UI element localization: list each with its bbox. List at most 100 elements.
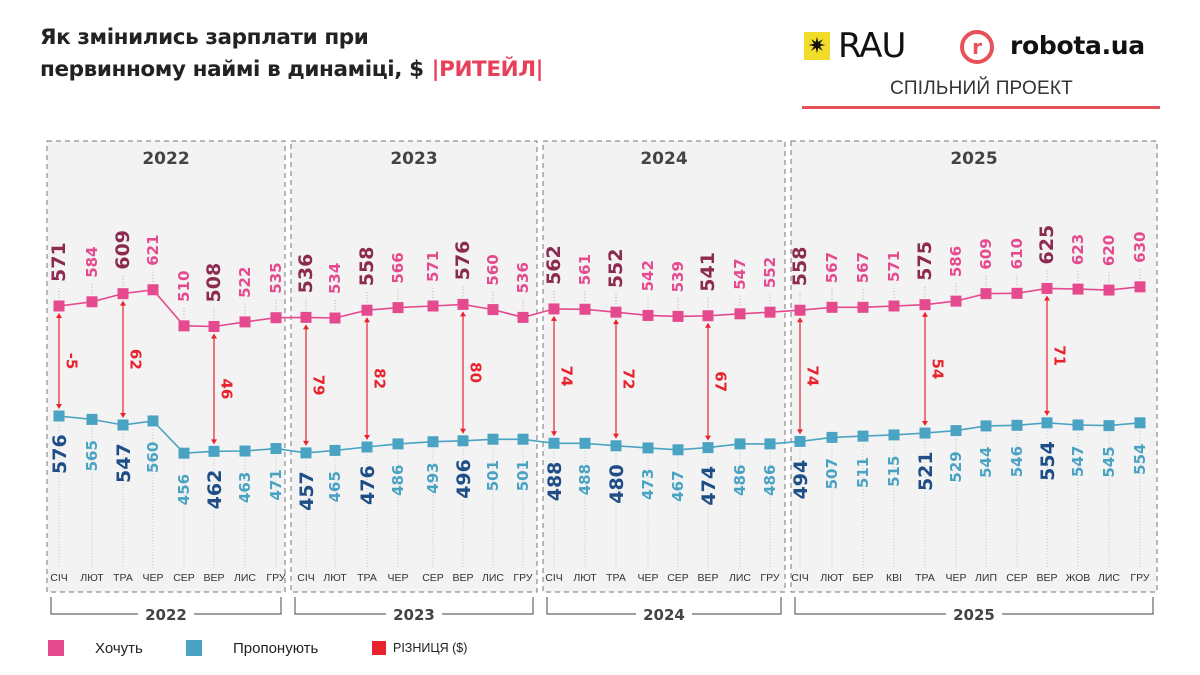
month-tick-label: ЛИС: [482, 572, 504, 584]
legend-item-difference: РІЗНИЦЯ ($): [372, 638, 467, 658]
offer-value-label: 463: [236, 472, 254, 503]
robota-logo-icon: r: [960, 30, 994, 64]
arrow-head-down: [551, 431, 557, 437]
offer-point: [117, 419, 129, 431]
arrow-head-up: [460, 311, 466, 317]
difference-label: 71: [1051, 345, 1069, 366]
difference-label: 62: [127, 349, 145, 370]
offer-value-label: 501: [514, 460, 532, 491]
want-value-label: 552: [761, 257, 779, 288]
want-point: [270, 312, 282, 324]
arrow-head-up: [211, 333, 217, 339]
offer-point: [329, 444, 341, 456]
offer-point: [270, 443, 282, 455]
offer-value-label: 486: [389, 465, 407, 496]
offer-value-label: 560: [144, 442, 162, 473]
offer-value-label: 544: [977, 447, 995, 478]
want-value-label: 575: [914, 241, 936, 281]
offer-point: [764, 438, 776, 450]
want-value-label: 630: [1131, 232, 1149, 263]
arrow-head-down: [705, 435, 711, 441]
year-bracket: [794, 597, 1154, 615]
want-point: [329, 312, 341, 324]
year-panel-2024: [542, 140, 786, 593]
want-value-label: 560: [484, 254, 502, 285]
offer-point: [702, 442, 714, 454]
offer-point: [826, 431, 838, 443]
want-value-label: 536: [514, 262, 532, 293]
legend-swatch-difference: [372, 641, 386, 655]
robota-logo: robota.ua: [1010, 31, 1145, 60]
month-tick-label: ЛЮТ: [323, 572, 347, 584]
offer-point: [239, 445, 251, 457]
want-point: [950, 295, 962, 307]
want-point: [147, 284, 159, 296]
offer-point: [392, 438, 404, 450]
want-point: [208, 320, 220, 332]
offer-point: [53, 410, 65, 422]
want-value-label: 539: [669, 261, 687, 292]
want-point: [734, 308, 746, 320]
month-tick-label: СЕР: [173, 572, 195, 584]
offer-value-label: 565: [83, 440, 101, 471]
arrow-head-up: [303, 324, 309, 330]
joint-project-label: СПІЛЬНИЙ ПРОЕКТ: [890, 78, 1073, 99]
legend-label-difference: РІЗНИЦЯ ($): [393, 641, 468, 655]
offer-value-label: 529: [947, 451, 965, 482]
want-point: [548, 303, 560, 315]
chart-title: Як змінились зарплати при первинному най…: [40, 22, 544, 86]
want-value-label: 571: [424, 251, 442, 282]
month-tick-label: ВЕР: [1036, 572, 1057, 584]
legend-swatch-want: [48, 640, 64, 656]
month-tick-label: ЛЮТ: [820, 572, 844, 584]
month-tick-label: ТРА: [915, 572, 935, 584]
legend-label-offer: Пропонують: [233, 639, 319, 657]
want-point: [1072, 283, 1084, 295]
arrow-head-up: [1044, 295, 1050, 301]
offer-value-label: 545: [1100, 446, 1118, 477]
arrow-head-down: [303, 440, 309, 446]
want-value-label: 534: [326, 263, 344, 294]
difference-label: 54: [929, 358, 947, 379]
want-point: [392, 302, 404, 314]
want-point: [300, 311, 312, 323]
arrow-head-down: [1044, 410, 1050, 416]
year-bracket-label: 2022: [145, 606, 187, 624]
offer-point: [427, 436, 439, 448]
month-tick-label: ЛИС: [234, 572, 256, 584]
month-tick-label: ЛИП: [975, 572, 997, 584]
month-tick-label: ГРУ: [266, 572, 285, 584]
want-value-label: 535: [267, 262, 285, 293]
offer-point: [642, 442, 654, 454]
want-value-label: 558: [356, 247, 378, 287]
want-value-label: 571: [48, 242, 70, 282]
arrow-head-down: [460, 428, 466, 434]
month-tick-label: СІЧ: [791, 572, 809, 584]
year-panel-2023: [290, 140, 538, 593]
want-value-label: 508: [203, 263, 225, 303]
offer-value-label: 488: [576, 464, 594, 495]
offer-point: [86, 413, 98, 425]
want-value-label: 609: [977, 238, 995, 269]
month-tick-label: СЕР: [1006, 572, 1028, 584]
year-bracket-label: 2024: [643, 606, 685, 624]
want-value-label: 610: [1008, 238, 1026, 269]
want-value-label: 584: [83, 246, 101, 277]
offer-value-label: 547: [1069, 446, 1087, 477]
want-value-label: 562: [543, 245, 565, 285]
want-point: [1011, 287, 1023, 299]
arrow-head-down: [797, 429, 803, 435]
month-tick-label: СЕР: [422, 572, 444, 584]
offer-value-label: 473: [639, 469, 657, 500]
arrow-head-up: [922, 311, 928, 317]
offer-point: [1103, 420, 1115, 432]
offer-value-label: 496: [453, 459, 475, 499]
month-tick-label: ГРУ: [513, 572, 532, 584]
offer-point: [734, 438, 746, 450]
want-value-label: 567: [823, 252, 841, 283]
year-header: 2022: [142, 149, 189, 169]
offer-point: [548, 437, 560, 449]
arrow-head-down: [922, 421, 928, 427]
arrow-head-up: [797, 317, 803, 323]
offer-point: [300, 447, 312, 459]
